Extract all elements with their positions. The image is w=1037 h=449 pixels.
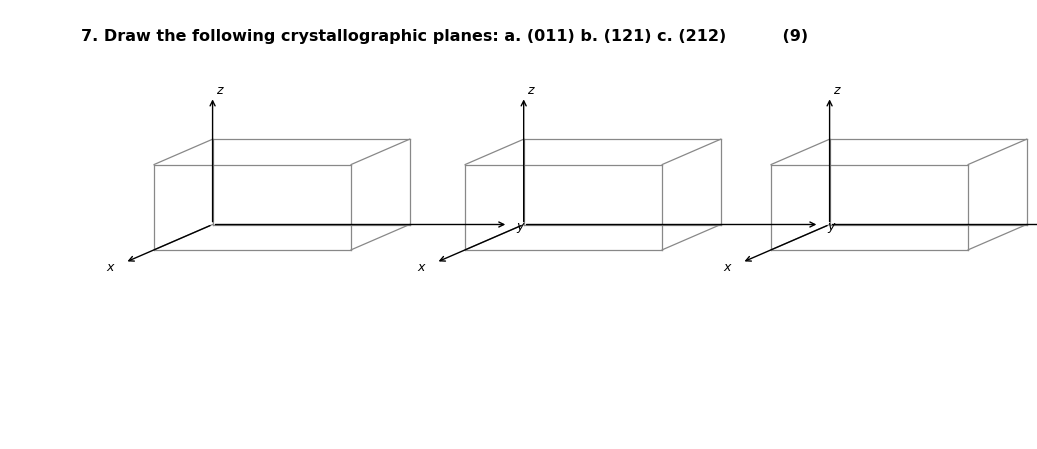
Text: y: y [828,220,835,233]
Text: x: x [417,260,424,273]
Text: z: z [216,84,222,97]
Text: y: y [516,220,524,233]
Text: x: x [723,260,730,273]
Text: z: z [527,84,533,97]
Text: z: z [833,84,839,97]
Text: x: x [106,260,113,273]
Text: 7. Draw the following crystallographic planes: a. (011) b. (121) c. (212)       : 7. Draw the following crystallographic p… [81,29,808,44]
